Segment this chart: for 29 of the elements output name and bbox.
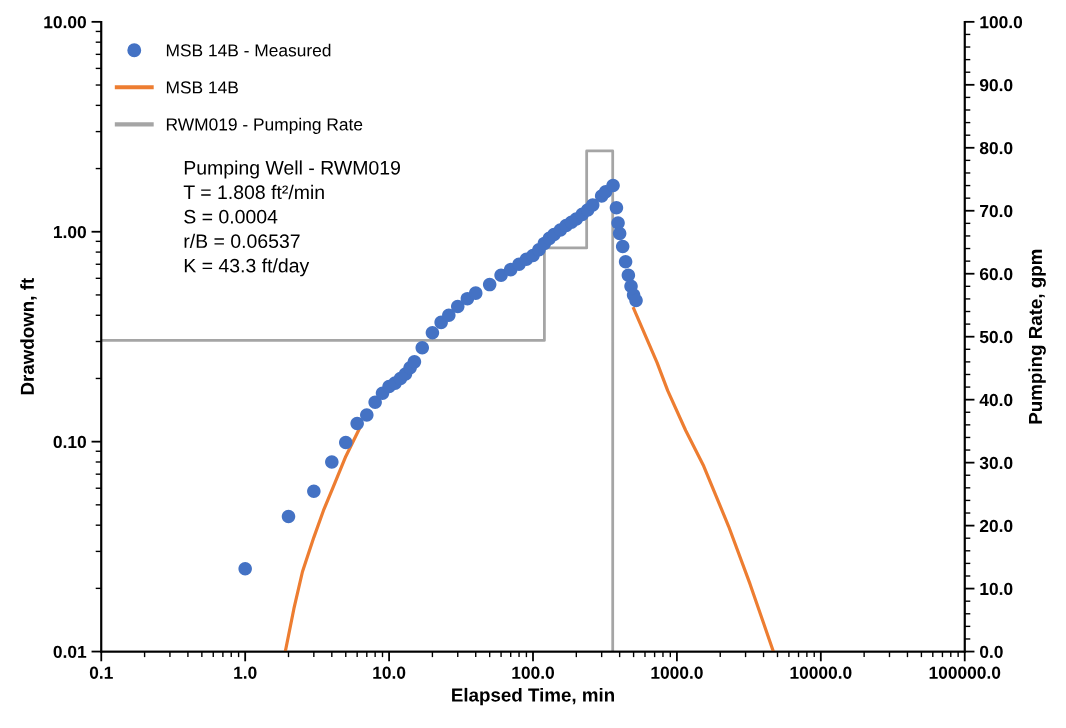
x-tick-label: 0.1	[89, 666, 113, 679]
y-tick-label: 0.10	[53, 435, 86, 449]
y-tick-label: 10.00	[44, 16, 86, 29]
y2-tick-label: 80.0	[979, 141, 1013, 155]
annotation: Pumping Well - RWM019 T = 1.808 ft²/min S = 0.0004 r/B = 0.06537 K = 43.3 ft/day	[183, 160, 400, 277]
y2-tick-label: 70.0	[980, 204, 1013, 218]
y2-tick-label: 40.0	[979, 393, 1013, 407]
x-axis-title: Elapsed Time, min	[452, 687, 614, 706]
y-tick-label: 0.01	[53, 645, 87, 659]
y-tick-label: 1.00	[53, 225, 86, 239]
y2-tick-label: 100.0	[980, 16, 1023, 29]
legend-label: MSB 14B - Measured	[166, 43, 331, 57]
y2-tick-label: 90.0	[979, 78, 1013, 92]
x-tick-label: 100.0	[512, 666, 555, 679]
y2-tick-label: 0.0	[980, 645, 1003, 659]
x-tick-label: 10000.0	[790, 666, 852, 679]
y2-tick-label: 60.0	[979, 267, 1013, 281]
x-tick-label: 100000.0	[929, 666, 1001, 679]
y2-axis-title: Pumping Rate, gpm	[1028, 249, 1046, 424]
y2-tick-label: 20.0	[979, 519, 1013, 533]
x-tick-label: 10.0	[373, 666, 406, 679]
y2-tick-label: 30.0	[979, 456, 1013, 470]
y2-tick-label: 50.0	[979, 330, 1013, 344]
legend-label: MSB 14B	[166, 81, 238, 94]
x-tick-label: 1.0	[234, 666, 257, 679]
x-tick-label: 1000.0	[651, 666, 703, 679]
y2-tick-label: 10.0	[980, 582, 1013, 596]
y-axis-title: Drawdown, ft	[20, 278, 37, 395]
legend-label: RWM019 - Pumping Rate	[166, 117, 363, 134]
